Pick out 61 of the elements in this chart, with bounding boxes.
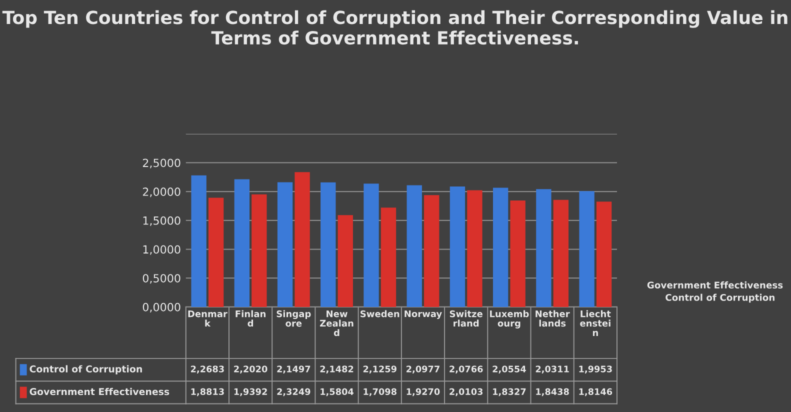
bar [294,172,310,307]
bar [234,179,250,307]
data-label: 1,8813 [191,388,224,396]
x-tick-label: Liechtenstein [580,310,611,336]
data-label: 1,9953 [579,366,612,374]
bar [596,202,612,307]
data-label: 2,0311 [536,366,569,374]
bar [450,186,466,307]
bar [510,200,526,307]
chart-title: Top Ten Countries for Control of Corruption and Their Corresponding Value in Terms of Government Effectiveness. [2,10,788,45]
y-tick-label: 0,5000 [142,274,180,284]
x-tick-label: Switzerland [450,310,482,327]
data-label: 2,0977 [406,366,440,374]
data-label: 2,1259 [363,366,396,374]
x-tick-label: Netherlands [536,310,570,327]
bar [406,185,422,307]
bar [277,182,293,307]
bar [208,198,224,307]
bar [320,182,336,307]
x-tick-label: Norway [404,310,442,319]
bar [579,191,594,307]
bar [467,190,482,307]
legend-label: Government Effectiveness [30,388,170,396]
data-label: 1,9392 [234,388,267,396]
y-tick-label: 0,0000 [142,302,180,312]
data-label: 2,2683 [190,366,224,374]
data-label: 2,0766 [450,366,483,374]
data-label: 1,9270 [406,388,440,396]
data-label: 1,8146 [579,388,612,396]
data-label: 2,1482 [320,366,354,374]
bar [338,215,353,307]
bar [492,188,508,307]
y-tick-label: 1,0000 [143,245,180,255]
text: Control of Corruption [666,294,774,303]
data-label: 2,2020 [234,366,268,374]
bar [380,208,396,307]
bar [252,194,267,307]
bar [553,200,569,307]
bar [424,195,440,307]
data-label: 1,8438 [536,388,569,396]
x-tick-label: Singapore [276,310,311,327]
y-tick-label: 2,0000 [142,188,180,198]
data-label: 2,1497 [277,366,310,374]
y-tick-label: 1,5000 [143,216,180,226]
data-label: 1,8327 [493,388,526,396]
x-tick-label: Luxembourg [490,310,529,328]
data-label: 2,0103 [450,388,483,396]
bar [191,175,206,307]
data-label: 1,5804 [320,388,354,396]
y-tick-label: 2,5000 [142,158,180,168]
data-label: 2,0554 [492,366,526,374]
bar [364,184,379,307]
data-label: 1,7098 [364,388,396,396]
legend-label: Control of Corruption [30,365,142,374]
bar [536,189,552,307]
x-tick-label: Sweden [360,310,400,318]
x-tick-label: Finland [236,310,266,327]
text: Government Effectiveness [647,281,783,289]
x-tick-label: Denmark [188,310,228,327]
data-label: 2,3249 [277,388,310,396]
x-tick-label: New Zealand [320,310,354,336]
